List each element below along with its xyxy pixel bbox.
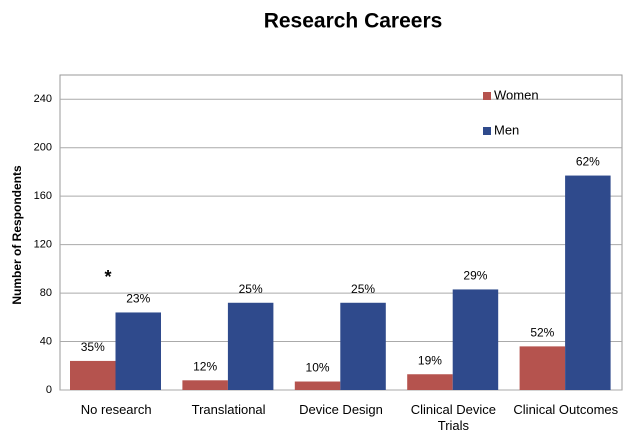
legend-swatch — [483, 127, 491, 135]
annotation: * — [104, 267, 111, 287]
y-tick-label: 200 — [34, 142, 52, 154]
data-label: 23% — [126, 292, 150, 306]
y-tick-label: 80 — [40, 287, 52, 299]
data-label: 19% — [418, 353, 442, 367]
data-label: 62% — [576, 155, 600, 169]
bar — [452, 289, 499, 390]
legend-label: Men — [494, 122, 519, 137]
y-tick-label: 40 — [40, 335, 52, 347]
data-label: 29% — [463, 269, 487, 283]
data-label: 35% — [81, 340, 105, 354]
y-axis-label: Number of Respondents — [10, 165, 24, 305]
data-label: 25% — [239, 282, 263, 296]
x-tick-label: Clinical Device Trials — [410, 402, 497, 433]
bar — [565, 175, 611, 390]
bar — [294, 381, 341, 390]
bar — [227, 302, 274, 390]
y-tick-label: 240 — [34, 93, 52, 105]
chart-title: Research Careers — [264, 10, 443, 33]
bar — [182, 380, 228, 390]
bar — [70, 360, 116, 390]
legend-label: Women — [494, 87, 539, 102]
y-tick-label: 0 — [46, 384, 52, 396]
bar — [340, 302, 386, 390]
x-tick-label: No research — [80, 402, 152, 417]
y-tick-label: 160 — [34, 190, 52, 202]
x-tick-label: Device Design — [299, 402, 383, 417]
data-label: 25% — [351, 282, 375, 296]
data-label: 12% — [193, 359, 217, 373]
bar — [519, 346, 566, 390]
y-tick-label: 120 — [34, 239, 52, 251]
bar — [407, 374, 453, 390]
legend-swatch — [483, 92, 491, 100]
x-tick-label: Clinical Outcomes — [513, 402, 619, 417]
data-label: 52% — [530, 326, 554, 340]
bar — [115, 312, 161, 390]
data-label: 10% — [306, 361, 330, 375]
x-tick-label: Translational — [191, 402, 266, 417]
